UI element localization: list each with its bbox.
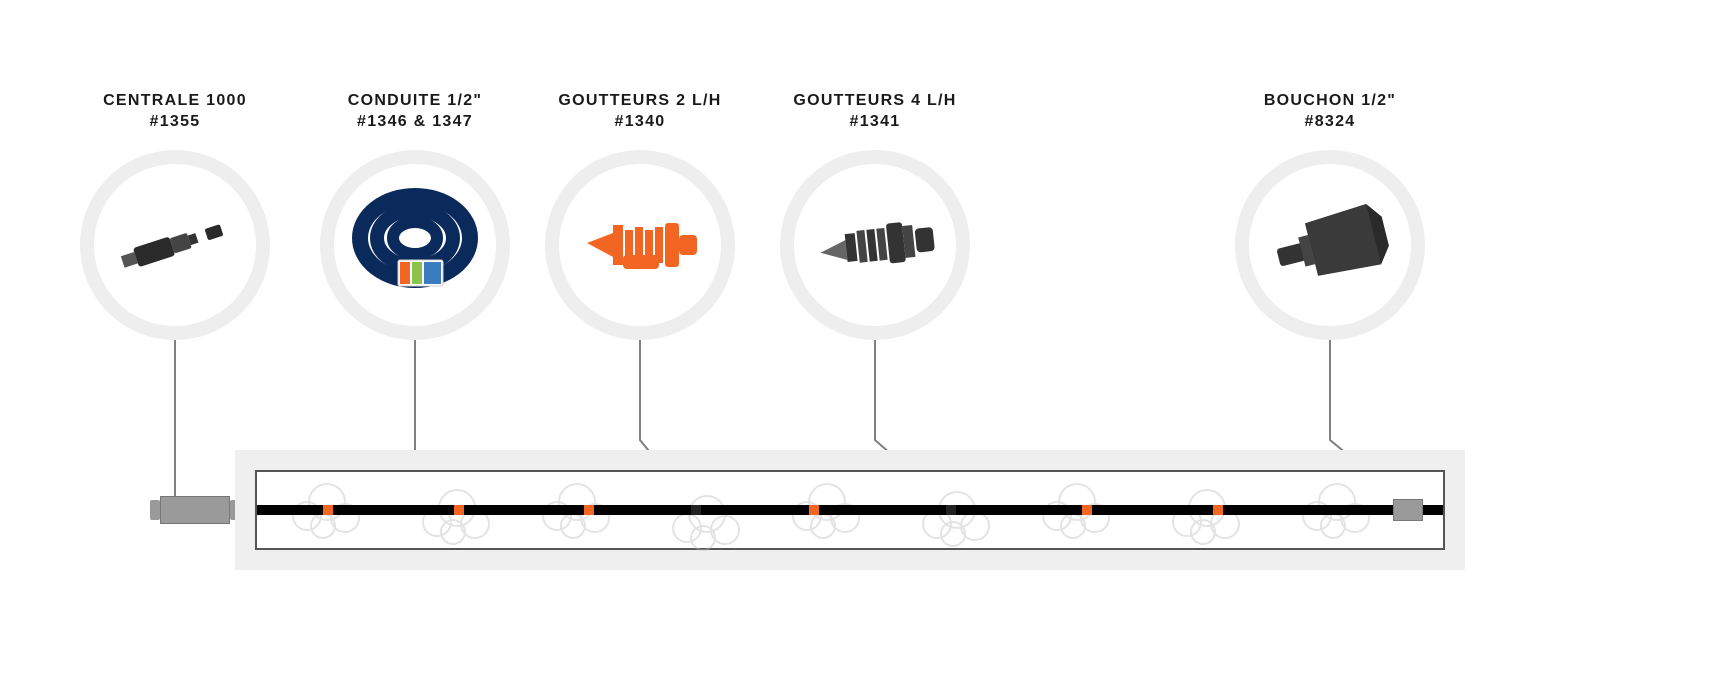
label-goutteurs-2lh: GOUTTEURS 2 L/H #1340 [530, 92, 750, 131]
dripper-orange-point [1213, 505, 1223, 515]
connector-icon [115, 215, 235, 275]
label-code: #1355 [75, 113, 275, 131]
garden-bed-inner [255, 470, 1445, 550]
label-title: GOUTTEURS 4 L/H [765, 92, 985, 110]
label-title: CENTRALE 1000 [75, 92, 275, 110]
label-goutteurs-4lh: GOUTTEURS 4 L/H #1341 [765, 92, 985, 131]
label-code: #1340 [530, 113, 750, 131]
label-centrale: CENTRALE 1000 #1355 [75, 92, 275, 131]
label-code: #1341 [765, 113, 985, 131]
hose-connector-icon [150, 496, 240, 524]
hose-coil-icon [350, 190, 480, 300]
dripper-orange-point [323, 505, 333, 515]
dripper-orange-icon [575, 205, 705, 285]
main-pipe [257, 505, 1443, 515]
dripper-orange-point [584, 505, 594, 515]
circle-bouchon [1235, 150, 1425, 340]
label-title: CONDUITE 1/2" [315, 92, 515, 110]
circle-centrale [80, 150, 270, 340]
label-bouchon: BOUCHON 1/2" #8324 [1230, 92, 1430, 131]
circle-conduite [320, 150, 510, 340]
dripper-orange-point [454, 505, 464, 515]
label-conduite: CONDUITE 1/2" #1346 & 1347 [315, 92, 515, 131]
label-title: GOUTTEURS 2 L/H [530, 92, 750, 110]
dripper-orange-point [809, 505, 819, 515]
label-code: #1346 & 1347 [315, 113, 515, 131]
label-code: #8324 [1230, 113, 1430, 131]
plug-icon [1265, 200, 1395, 290]
garden-bed [235, 450, 1465, 570]
label-title: BOUCHON 1/2" [1230, 92, 1430, 110]
circle-goutteur-2lh [545, 150, 735, 340]
dripper-black-point [691, 505, 701, 515]
dripper-black-icon [810, 205, 940, 285]
dripper-black-point [946, 505, 956, 515]
dripper-orange-point [1082, 505, 1092, 515]
circle-goutteur-4lh [780, 150, 970, 340]
end-cap-icon [1393, 499, 1423, 521]
